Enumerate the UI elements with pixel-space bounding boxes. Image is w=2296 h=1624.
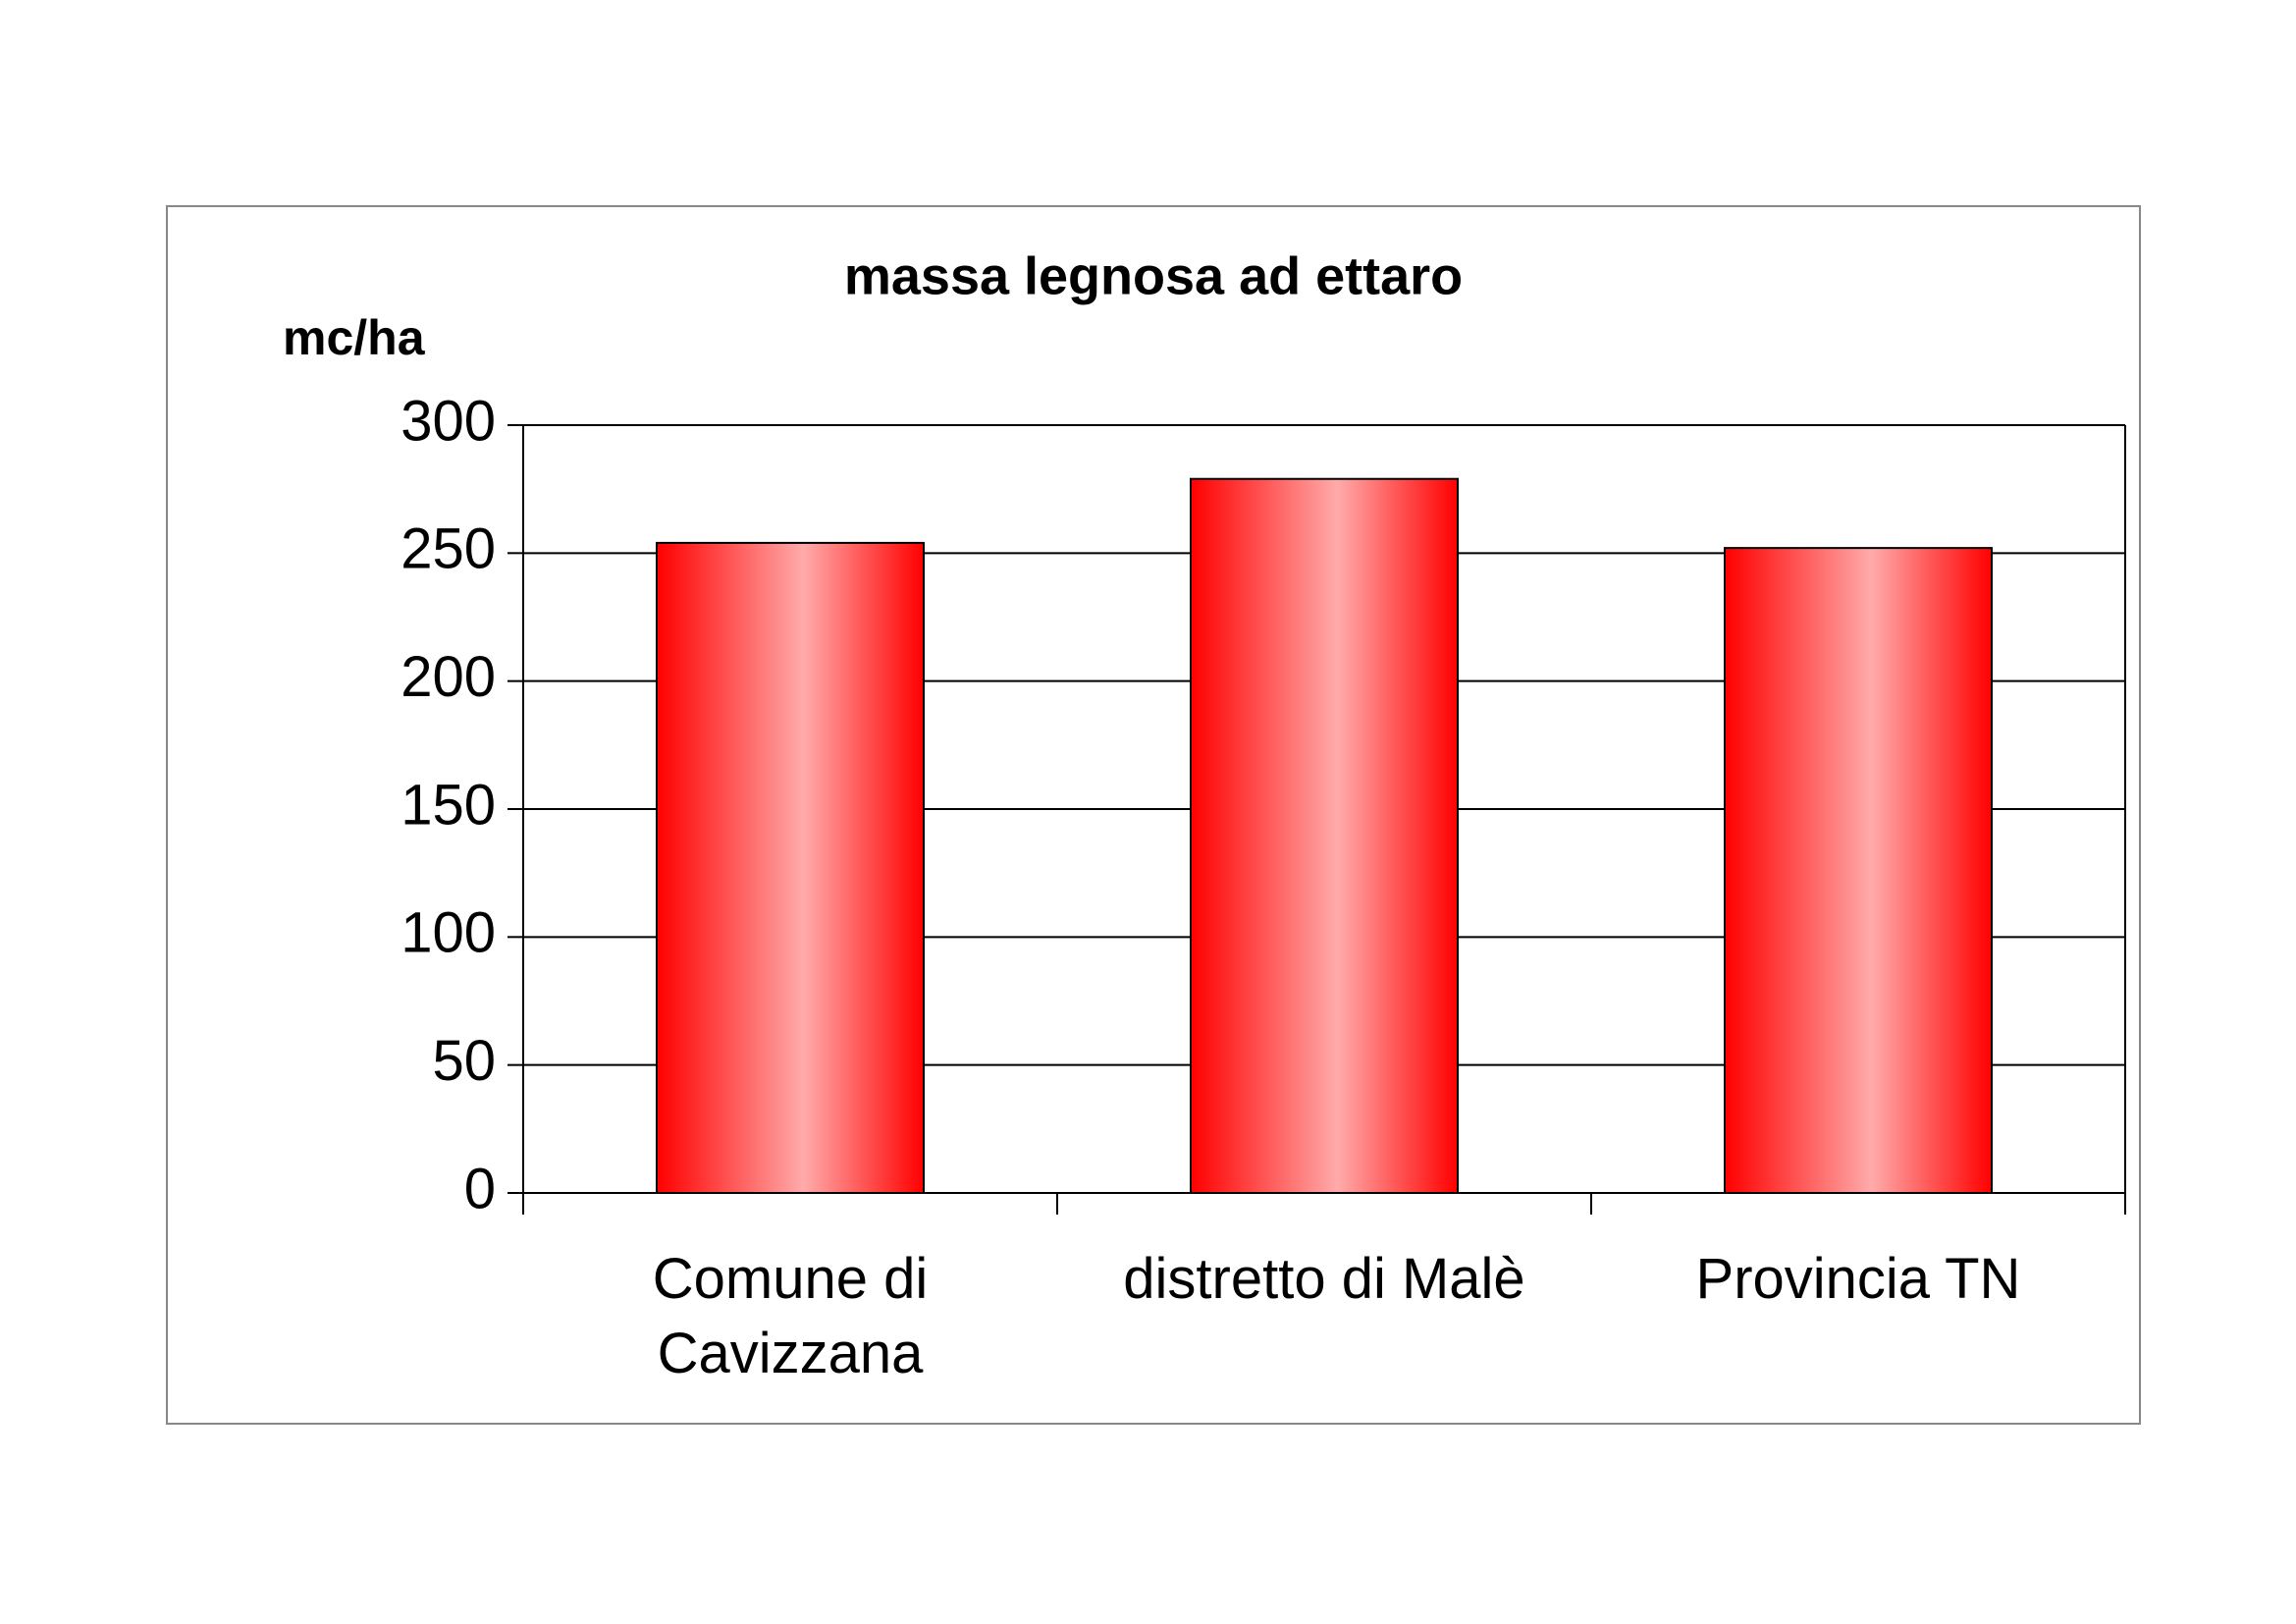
x-tick-label: Provincia TN bbox=[1695, 1247, 2021, 1311]
y-tick-label: 250 bbox=[400, 517, 496, 581]
y-tick-label: 100 bbox=[400, 901, 496, 965]
x-tick-label: distretto di Malè bbox=[1123, 1247, 1525, 1311]
x-tick-label: Comune di Cavizzana bbox=[652, 1247, 929, 1385]
y-tick-label: 150 bbox=[400, 773, 496, 837]
chart-title: massa legnosa ad ettaro bbox=[844, 246, 1463, 305]
y-axis-label: mc/ha bbox=[283, 310, 426, 365]
y-tick-label: 50 bbox=[432, 1029, 496, 1093]
y-tick-label: 0 bbox=[464, 1157, 496, 1220]
y-tick-label: 300 bbox=[400, 389, 496, 453]
bar bbox=[656, 541, 925, 1194]
bar bbox=[1190, 477, 1459, 1194]
bar bbox=[1724, 547, 1993, 1194]
y-tick-label: 200 bbox=[400, 645, 496, 709]
